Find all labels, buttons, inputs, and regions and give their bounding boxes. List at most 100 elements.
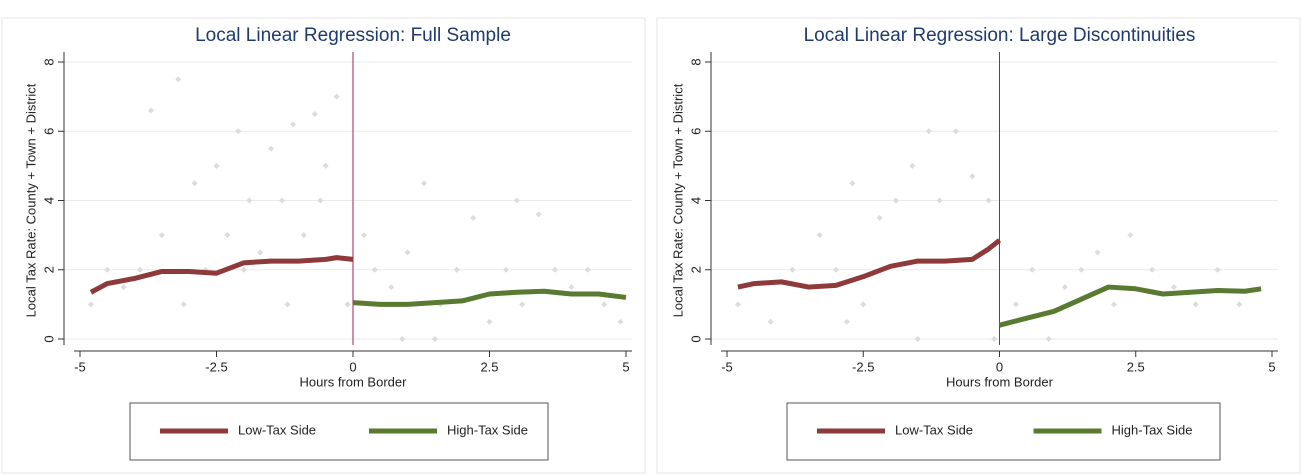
point: [120, 284, 127, 291]
point: [601, 301, 608, 308]
point: [734, 301, 741, 308]
legend-label: Low-Tax Side: [238, 422, 316, 437]
point: [843, 318, 850, 325]
x-tick-label: -5: [74, 359, 86, 374]
point: [158, 232, 165, 239]
point: [849, 180, 856, 187]
point: [1045, 336, 1052, 342]
point: [180, 301, 187, 308]
x-axis-label: Hours from Border: [300, 374, 408, 389]
point: [470, 214, 477, 221]
y-tick-label: 8: [41, 58, 56, 65]
line: [737, 238, 1002, 290]
point: [833, 266, 839, 273]
x-tick-label: 2.5: [1127, 359, 1145, 374]
point: [876, 214, 883, 221]
point: [1236, 301, 1243, 308]
point: [909, 162, 916, 169]
point: [991, 336, 998, 342]
point: [914, 336, 921, 342]
x-tick-label: -5: [721, 359, 733, 374]
line: [352, 288, 627, 307]
point: [860, 301, 867, 308]
y-axis-label: Local Tax Rate: County + Town + District: [670, 83, 685, 317]
panel: [656, 17, 1301, 474]
line: [998, 284, 1262, 328]
point: [1170, 284, 1177, 291]
point: [985, 197, 992, 204]
x-tick-label: 2.5: [480, 359, 498, 374]
point: [333, 93, 340, 100]
point: [1029, 266, 1036, 273]
point: [969, 173, 976, 180]
point: [322, 162, 329, 169]
point: [1214, 266, 1221, 273]
y-tick-label: 4: [688, 197, 703, 204]
point: [279, 197, 286, 204]
point: [936, 197, 943, 204]
point: [404, 249, 411, 256]
point: [147, 107, 154, 114]
point: [568, 284, 575, 291]
point: [789, 266, 796, 273]
x-tick-label: 5: [622, 359, 629, 374]
point: [213, 162, 220, 169]
point: [240, 266, 247, 273]
point: [952, 128, 959, 135]
point: [519, 301, 526, 308]
point: [284, 301, 291, 308]
y-tick-label: 0: [41, 335, 56, 342]
point: [513, 197, 520, 204]
point: [289, 121, 296, 128]
point: [175, 76, 182, 83]
point: [1127, 232, 1134, 239]
legend-label: High-Tax Side: [447, 422, 528, 437]
y-tick-label: 8: [688, 58, 703, 65]
point: [268, 145, 275, 152]
point: [137, 266, 144, 273]
point: [344, 301, 351, 308]
point: [371, 266, 378, 273]
point: [535, 211, 542, 218]
point: [311, 110, 318, 117]
point: [1078, 266, 1085, 273]
x-tick-label: 5: [1268, 359, 1275, 374]
x-tick-label: 0: [996, 359, 1003, 374]
point: [399, 336, 406, 342]
legend-label: Low-Tax Side: [895, 422, 973, 437]
point: [502, 266, 509, 273]
y-tick-label: 2: [41, 266, 56, 273]
point: [925, 128, 932, 135]
point: [388, 284, 395, 291]
chart-title: Local Linear Regression: Large Discontin…: [804, 25, 1196, 46]
point: [486, 318, 493, 325]
point: [104, 266, 111, 273]
point: [1094, 249, 1101, 256]
point: [235, 128, 242, 135]
point: [317, 197, 324, 204]
point: [257, 249, 264, 256]
point: [552, 266, 559, 273]
point: [360, 232, 367, 239]
panel: [1, 17, 646, 474]
point: [420, 180, 427, 187]
x-tick-label: -2.5: [205, 359, 227, 374]
point: [1149, 266, 1156, 273]
y-tick-label: 6: [688, 128, 703, 135]
y-axis-label: Local Tax Rate: County + Town + District: [23, 83, 38, 317]
point: [224, 232, 231, 239]
point: [584, 266, 591, 273]
chart-title: Local Linear Regression: Full Sample: [195, 25, 511, 46]
point: [617, 318, 624, 325]
point: [1192, 301, 1199, 308]
point: [453, 266, 460, 273]
point: [191, 180, 198, 187]
point: [1061, 284, 1068, 291]
line: [89, 255, 354, 295]
x-tick-label: -2.5: [852, 359, 874, 374]
point: [767, 318, 774, 325]
point: [87, 301, 94, 308]
y-tick-label: 4: [41, 197, 56, 204]
